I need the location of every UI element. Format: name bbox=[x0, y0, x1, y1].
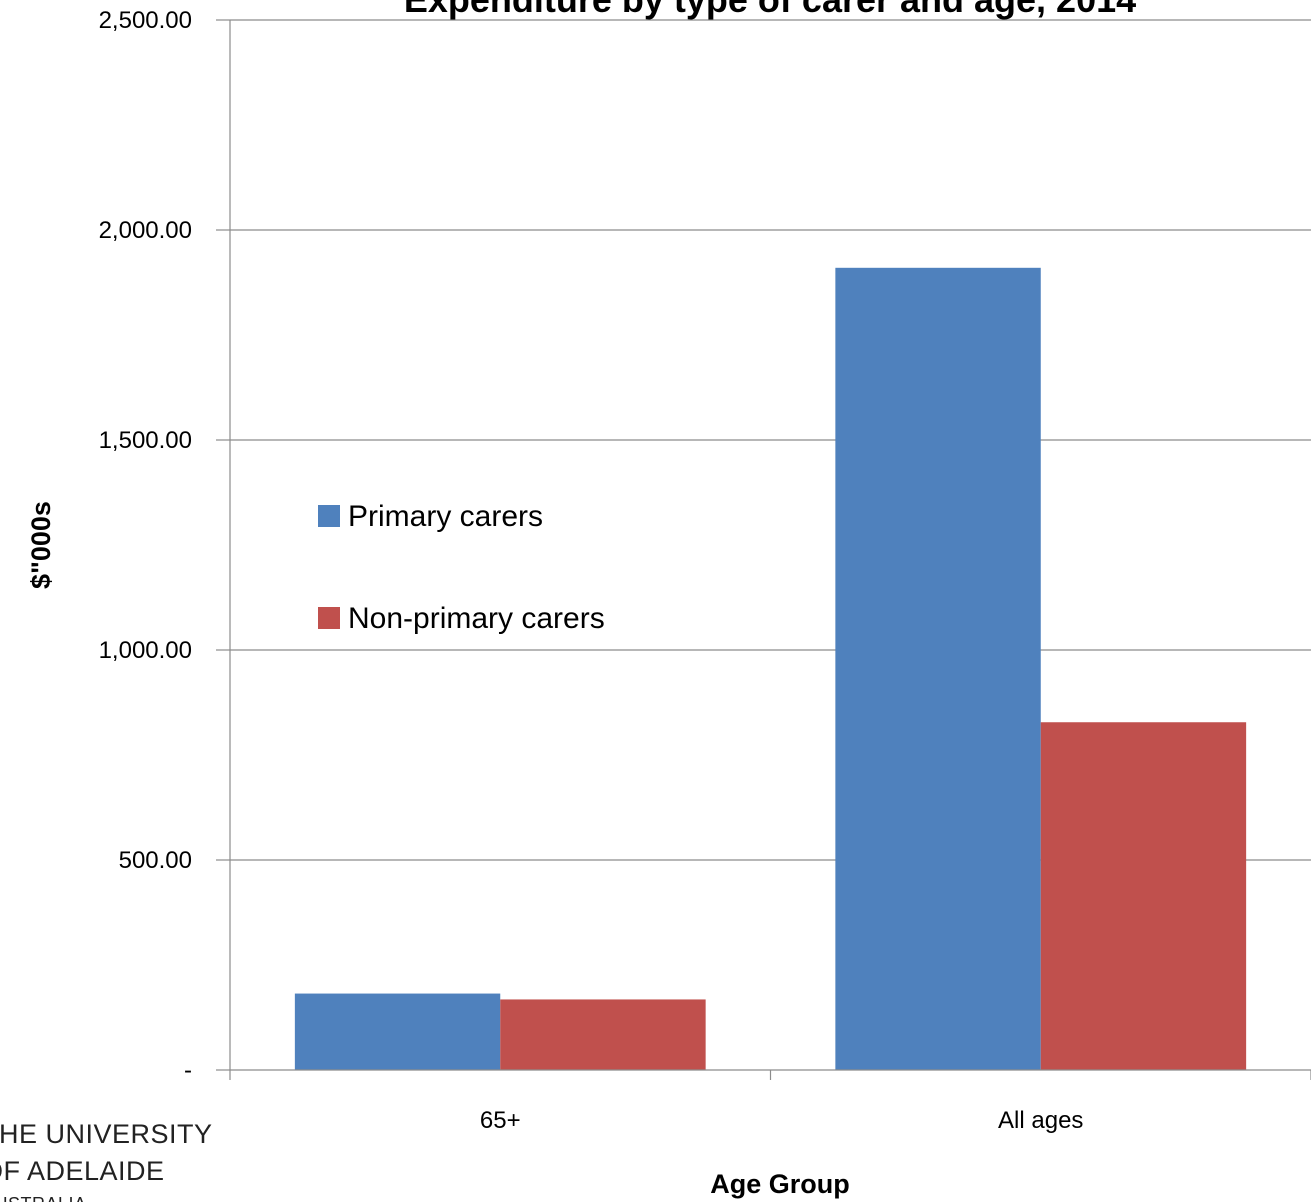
logo-line-3: AUSTRALIA bbox=[0, 1194, 87, 1202]
bars bbox=[294, 267, 1247, 1070]
y-tick-label: - bbox=[184, 1057, 192, 1084]
axes bbox=[229, 20, 1311, 1080]
bar-non-primary-carers bbox=[500, 999, 706, 1070]
x-axis-title: Age Group bbox=[710, 1169, 850, 1199]
legend-swatch bbox=[318, 607, 340, 629]
logo-line-2: OF ADELAIDE bbox=[0, 1156, 165, 1186]
bar-primary-carers bbox=[835, 267, 1041, 1070]
legend: Primary carers Non-primary carers bbox=[318, 500, 605, 635]
x-tick-label: All ages bbox=[998, 1107, 1083, 1134]
logo-line-1: THE UNIVERSITY bbox=[0, 1119, 213, 1149]
x-tick-label: 65+ bbox=[480, 1107, 521, 1134]
y-tick-labels: - 500.00 1,000.00 1,500.00 2,000.00 2,500.00 bbox=[99, 7, 192, 1084]
legend-label: Non-primary carers bbox=[348, 602, 605, 635]
university-logo: THE UNIVERSITY OF ADELAIDE AUSTRALIA bbox=[0, 1119, 213, 1202]
y-axis-title: $"000s bbox=[26, 501, 56, 589]
y-tick-label: 1,500.00 bbox=[99, 427, 192, 454]
y-tick-label: 500.00 bbox=[119, 847, 192, 874]
legend-swatch bbox=[318, 505, 340, 527]
bar-primary-carers bbox=[294, 993, 501, 1070]
chart-title: Expenditure by type of carer and age, 20… bbox=[404, 0, 1136, 20]
y-tick-label: 2,000.00 bbox=[99, 217, 192, 244]
x-tick-labels: 65+ All ages bbox=[480, 1107, 1084, 1134]
legend-label: Primary carers bbox=[348, 500, 543, 533]
y-tick-label: 2,500.00 bbox=[99, 7, 192, 34]
y-tick-label: 1,000.00 bbox=[99, 637, 192, 664]
bar-non-primary-carers bbox=[1040, 722, 1247, 1070]
